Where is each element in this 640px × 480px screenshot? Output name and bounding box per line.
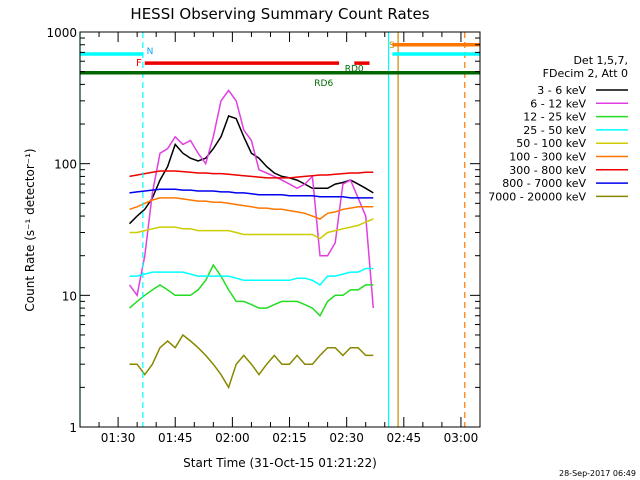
- series-line-6: [129, 197, 374, 220]
- chart-title: HESSI Observing Summary Count Rates: [130, 5, 429, 23]
- y-axis-label: Count Rate (s⁻¹ detector⁻¹): [23, 148, 37, 311]
- series-line-8: [129, 188, 374, 199]
- flag-label-4: F: [136, 58, 142, 69]
- x-tick-label-7: 03:00: [444, 431, 479, 445]
- legend-label-5: 50 - 100 keV: [516, 137, 586, 150]
- legend-label-3: 12 - 25 keV: [523, 111, 586, 124]
- annotation-3: RD0: [345, 64, 364, 74]
- x-tick-label-6: 02:45: [387, 431, 422, 445]
- x-tick-label-3: 02:00: [215, 431, 250, 445]
- legend-header-1: Det 1,5,7,: [573, 54, 628, 67]
- y-tick-label-1: 1: [69, 421, 77, 435]
- legend-header-2: FDecim 2, Att 0: [543, 67, 628, 80]
- y-tick-label-3: 100: [54, 158, 77, 172]
- series-line-2: [128, 89, 375, 309]
- series-line-1: [128, 115, 374, 225]
- legend-label-1: 3 - 6 keV: [537, 84, 586, 97]
- legend-label-8: 800 - 7000 keV: [502, 177, 586, 190]
- legend-label-9: 7000 - 20000 keV: [488, 190, 586, 203]
- y-tick-label-4: 1000: [46, 26, 77, 40]
- legend-label-6: 100 - 300 keV: [509, 151, 586, 164]
- series-line-3: [129, 263, 374, 317]
- legend-label-4: 25 - 50 keV: [523, 124, 586, 137]
- series-line-7: [129, 170, 374, 179]
- series-line-9: [129, 333, 374, 390]
- series-line-5: [129, 218, 374, 240]
- annotation-4: RD6: [314, 79, 333, 89]
- legend-label-2: 6 - 12 keV: [530, 97, 586, 110]
- annotation-2: S: [389, 41, 395, 51]
- series-line-4: [129, 267, 374, 286]
- x-tick-label-5: 02:30: [329, 431, 364, 445]
- x-tick-label-2: 01:45: [158, 431, 193, 445]
- legend-label-7: 300 - 800 keV: [509, 164, 586, 177]
- x-axis-label: Start Time (31-Oct-15 01:21:22): [183, 456, 377, 470]
- y-tick-label-2: 10: [62, 289, 77, 303]
- x-tick-label-4: 02:15: [272, 431, 307, 445]
- plot-frame: [79, 31, 481, 428]
- annotation-1: N: [147, 47, 154, 57]
- x-tick-label-1: 01:30: [101, 431, 136, 445]
- footer-timestamp: 28-Sep-2017 06:49: [559, 469, 636, 478]
- axis-layer: 01:30 01:45 02:00 02:15 02:30 02:45 03:00 1 10 10…: [46, 26, 480, 445]
- series-layer: [128, 89, 375, 390]
